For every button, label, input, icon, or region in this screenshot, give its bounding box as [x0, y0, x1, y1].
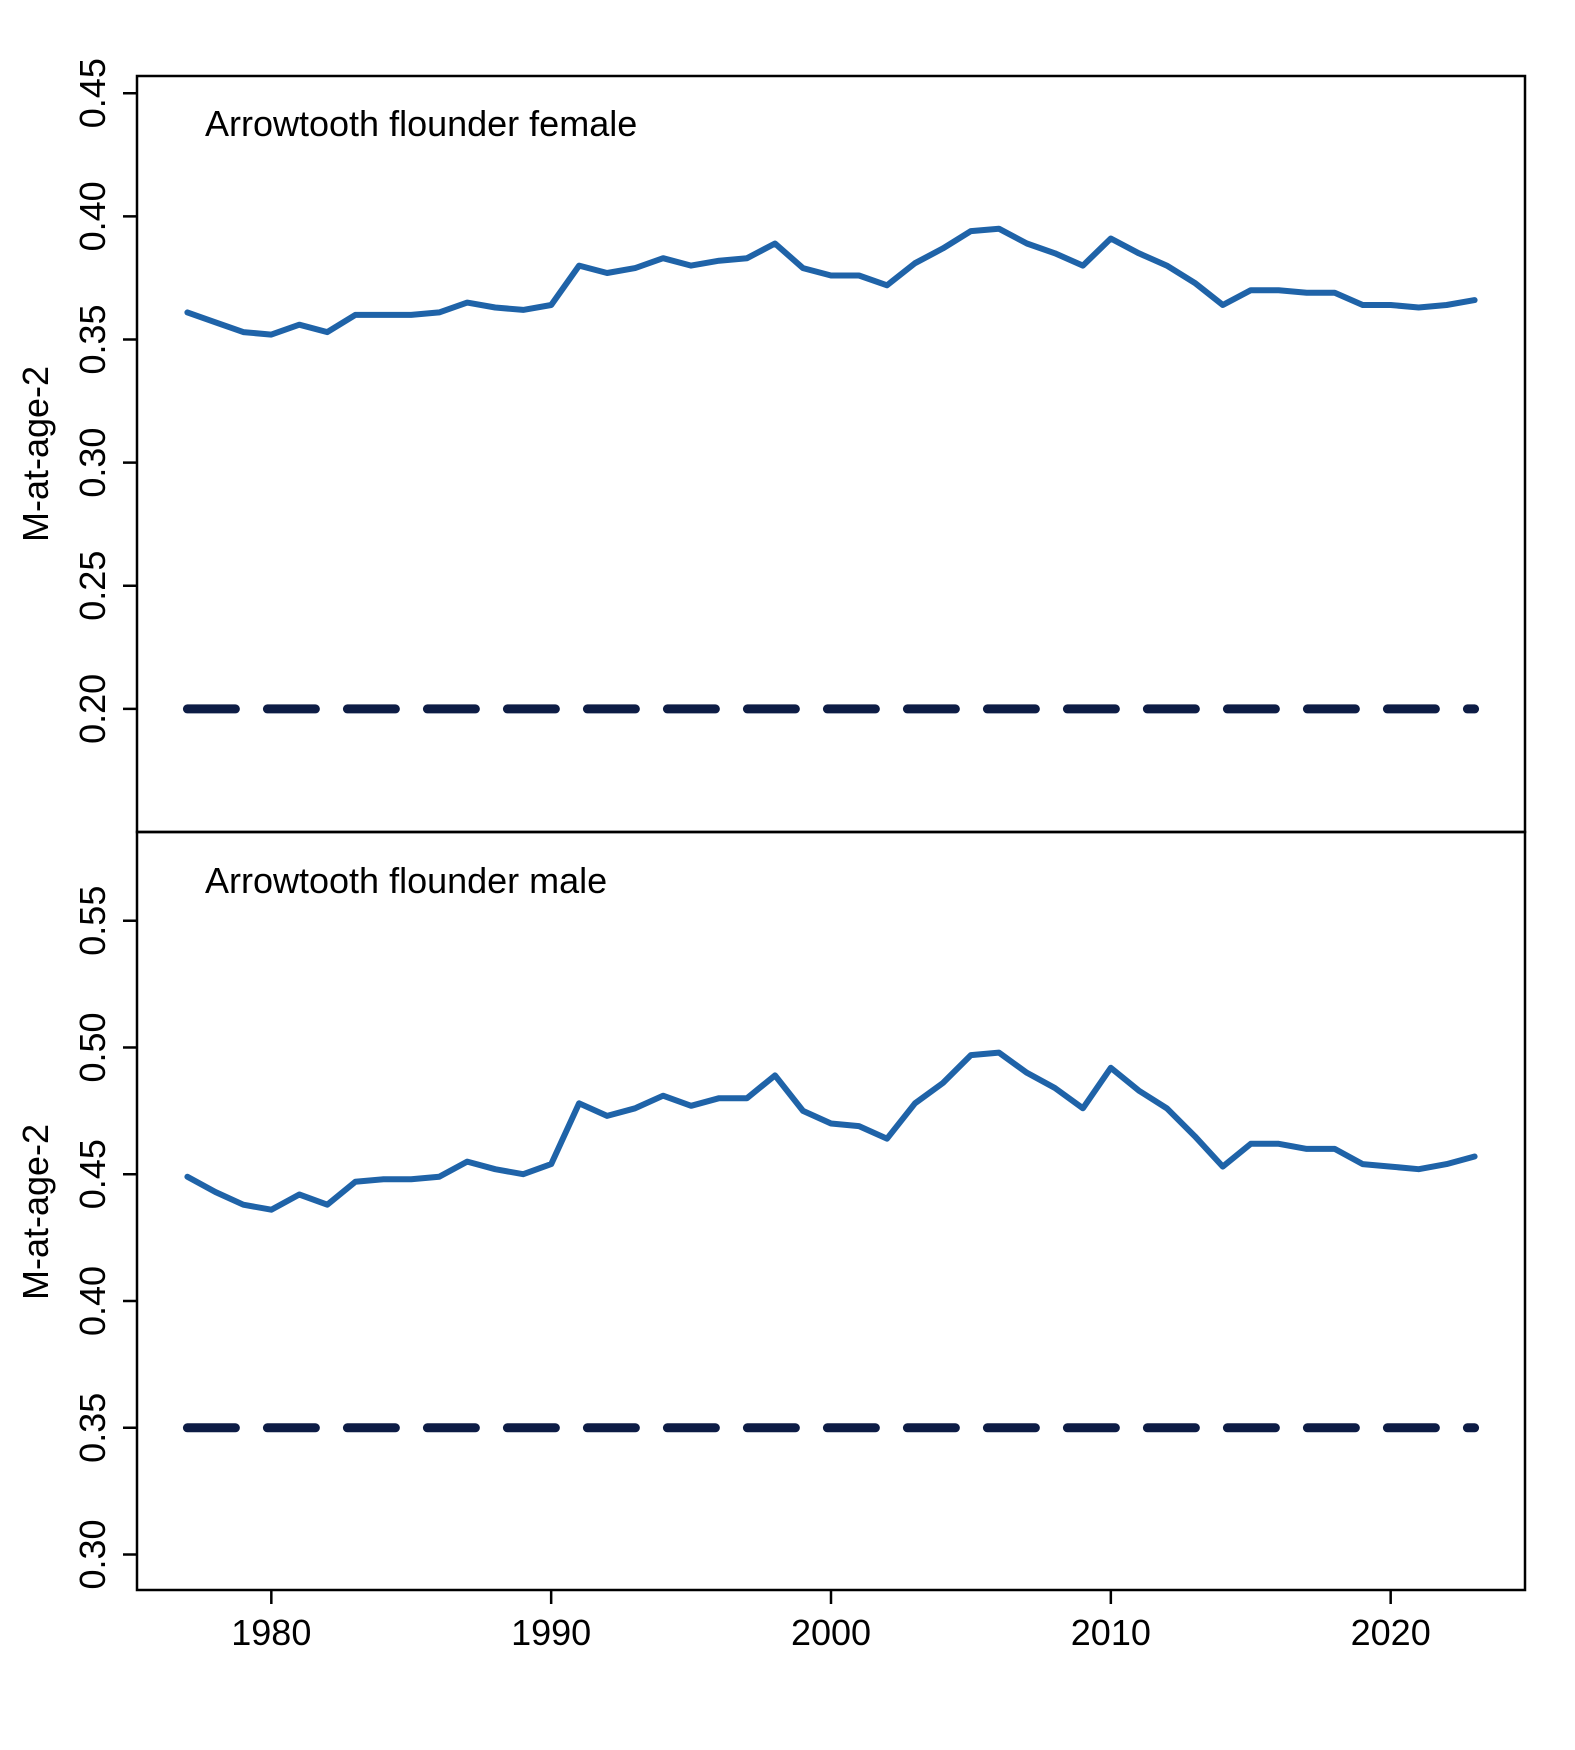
- female-y-tick-label: 0.40: [72, 181, 113, 251]
- male-y-tick-label: 0.50: [72, 1012, 113, 1082]
- male-y-tick-label: 0.30: [72, 1519, 113, 1589]
- male-y-tick-label: 0.45: [72, 1139, 113, 1209]
- male-y-tick-label: 0.35: [72, 1393, 113, 1463]
- panel-female-y-axis: 0.20 0.25 0.30 0.35 0.40 0.45: [72, 58, 137, 744]
- female-y-tick-label: 0.35: [72, 304, 113, 374]
- male-y-tick-label: 0.55: [72, 886, 113, 956]
- panel-female-y-axis-title: M-at-age-2: [15, 366, 56, 542]
- x-tick-label: 2000: [791, 1612, 871, 1653]
- panel-male: 0.30 0.35 0.40 0.45 0.50 0.55 1980 1990 2000 201…: [15, 830, 1527, 1653]
- male-y-tick-label: 0.40: [72, 1266, 113, 1336]
- female-y-tick-label: 0.30: [72, 428, 113, 498]
- female-series-line: [184, 225, 1478, 338]
- panel-female-lines: [182, 225, 1480, 714]
- x-tick-label: 2020: [1351, 1612, 1431, 1653]
- panel-male-y-axis: 0.30 0.35 0.40 0.45 0.50 0.55: [72, 886, 137, 1590]
- x-axis: 1980 1990 2000 2010 2020: [231, 1590, 1431, 1653]
- panel-male-lines: [182, 1049, 1480, 1433]
- male-series-line: [184, 1049, 1478, 1213]
- x-tick-label: 1980: [231, 1612, 311, 1653]
- female-y-tick-label: 0.20: [72, 674, 113, 744]
- panel-male-title: Arrowtooth flounder male: [205, 860, 607, 901]
- panel-female: 0.20 0.25 0.30 0.35 0.40 0.45 Arrowtooth flou…: [15, 58, 1527, 834]
- panel-female-title: Arrowtooth flounder female: [205, 103, 637, 144]
- panel-male-y-axis-title: M-at-age-2: [15, 1124, 56, 1300]
- female-y-tick-label: 0.25: [72, 551, 113, 621]
- female-y-tick-label: 0.45: [72, 58, 113, 128]
- x-tick-label: 2010: [1071, 1612, 1151, 1653]
- x-tick-label: 1990: [511, 1612, 591, 1653]
